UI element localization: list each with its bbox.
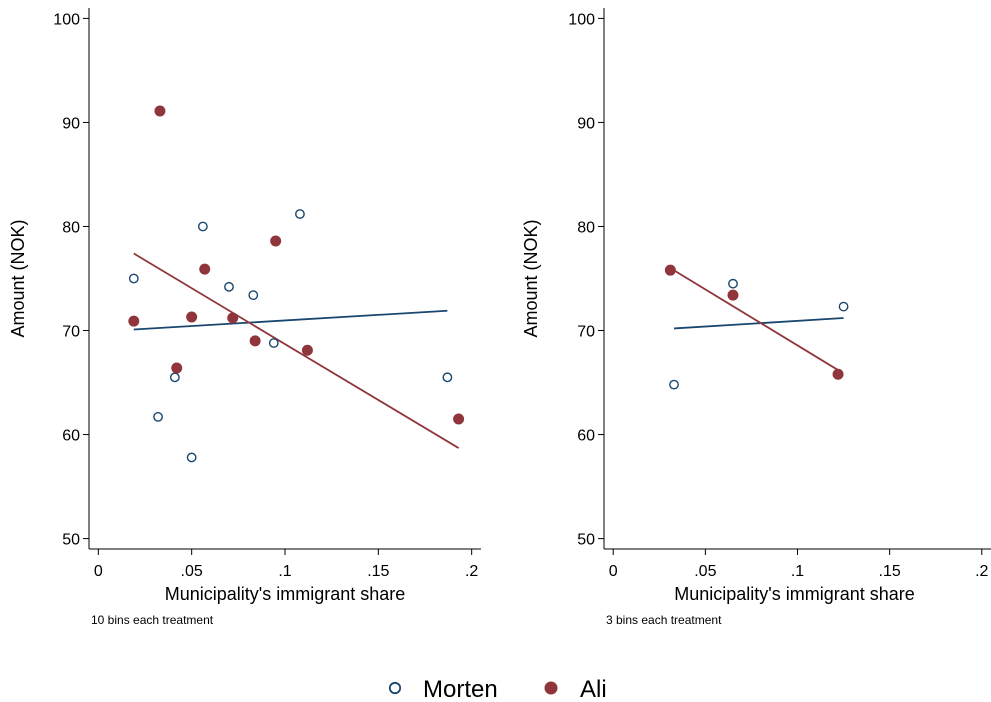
y-axis-title: Amount (NOK)	[521, 219, 541, 337]
y-tick-label: 70	[577, 324, 595, 341]
x-tick-label: .2	[975, 563, 988, 580]
y-tick-label: 90	[62, 115, 80, 132]
y-tick-label: 70	[62, 324, 80, 341]
data-point-ali	[727, 289, 739, 301]
x-tick-label: .2	[465, 563, 478, 580]
x-tick-label: .15	[879, 563, 901, 580]
data-point-ali	[186, 311, 198, 323]
y-tick-label: 80	[62, 219, 80, 236]
panel-note: 3 bins each treatment	[606, 613, 722, 627]
x-tick-label: .1	[278, 563, 291, 580]
data-point-morten	[248, 290, 259, 301]
x-axis-title: Municipality's immigrant share	[165, 584, 406, 604]
y-tick-label: 80	[577, 219, 595, 236]
x-tick-label: .1	[791, 563, 804, 580]
y-tick-label: 90	[577, 115, 595, 132]
x-tick-label: .05	[694, 563, 716, 580]
y-tick-label: 60	[62, 428, 80, 445]
panel-2: 50 60 70 80 90 100 0 .05 .1 .15 .2 Municipality's i…	[521, 8, 991, 627]
data-point-ali	[154, 105, 166, 117]
data-point-morten	[295, 209, 305, 219]
legend-marker-morten	[388, 681, 402, 695]
data-point-ali	[301, 344, 313, 356]
y-tick-label: 100	[53, 11, 80, 28]
data-point-ali	[249, 335, 261, 347]
data-point-ali	[270, 235, 282, 247]
data-point-morten	[128, 273, 139, 284]
fit-line-ali	[669, 267, 839, 371]
x-tick-label: 0	[94, 563, 103, 580]
fit-line-morten	[673, 317, 844, 330]
legend-label-ali: Ali	[580, 676, 607, 702]
y-tick-label: 100	[568, 11, 595, 28]
data-point-morten	[728, 278, 738, 289]
y-tick-label: 50	[577, 532, 595, 549]
fit-line-morten	[133, 309, 448, 331]
data-point-ali	[664, 264, 676, 276]
y-axis-title: Amount (NOK)	[8, 219, 28, 337]
fit-line-ali	[133, 252, 460, 449]
data-point-ali	[171, 362, 183, 374]
data-point-ali	[832, 368, 844, 380]
legend-label-morten: Morten	[423, 676, 498, 702]
x-tick-label: 0	[609, 563, 618, 580]
data-point-ali	[128, 315, 140, 327]
data-point-morten	[224, 281, 234, 292]
data-point-morten	[669, 379, 679, 390]
data-point-morten	[442, 372, 453, 383]
data-point-ali	[453, 413, 465, 425]
legend-marker-ali	[544, 681, 558, 695]
y-tick-label: 60	[577, 428, 595, 445]
x-tick-label: .05	[181, 563, 203, 580]
data-point-morten	[169, 372, 180, 383]
data-point-morten	[838, 301, 849, 312]
data-point-morten	[197, 221, 208, 232]
data-point-ali	[199, 263, 211, 275]
data-point-ali	[227, 312, 239, 324]
data-point-morten	[268, 338, 279, 348]
x-axis-title: Municipality's immigrant share	[674, 584, 915, 604]
panel-note: 10 bins each treatment	[91, 613, 214, 627]
x-tick-label: .15	[367, 563, 389, 580]
data-point-morten	[186, 452, 197, 463]
panel-1: 50 60 70 80 90 100 0 .05 .1 .15 .2 Municipality's i…	[8, 8, 481, 627]
data-point-morten	[153, 411, 163, 422]
y-tick-label: 50	[62, 532, 80, 549]
legend: Morten Ali	[388, 676, 607, 702]
